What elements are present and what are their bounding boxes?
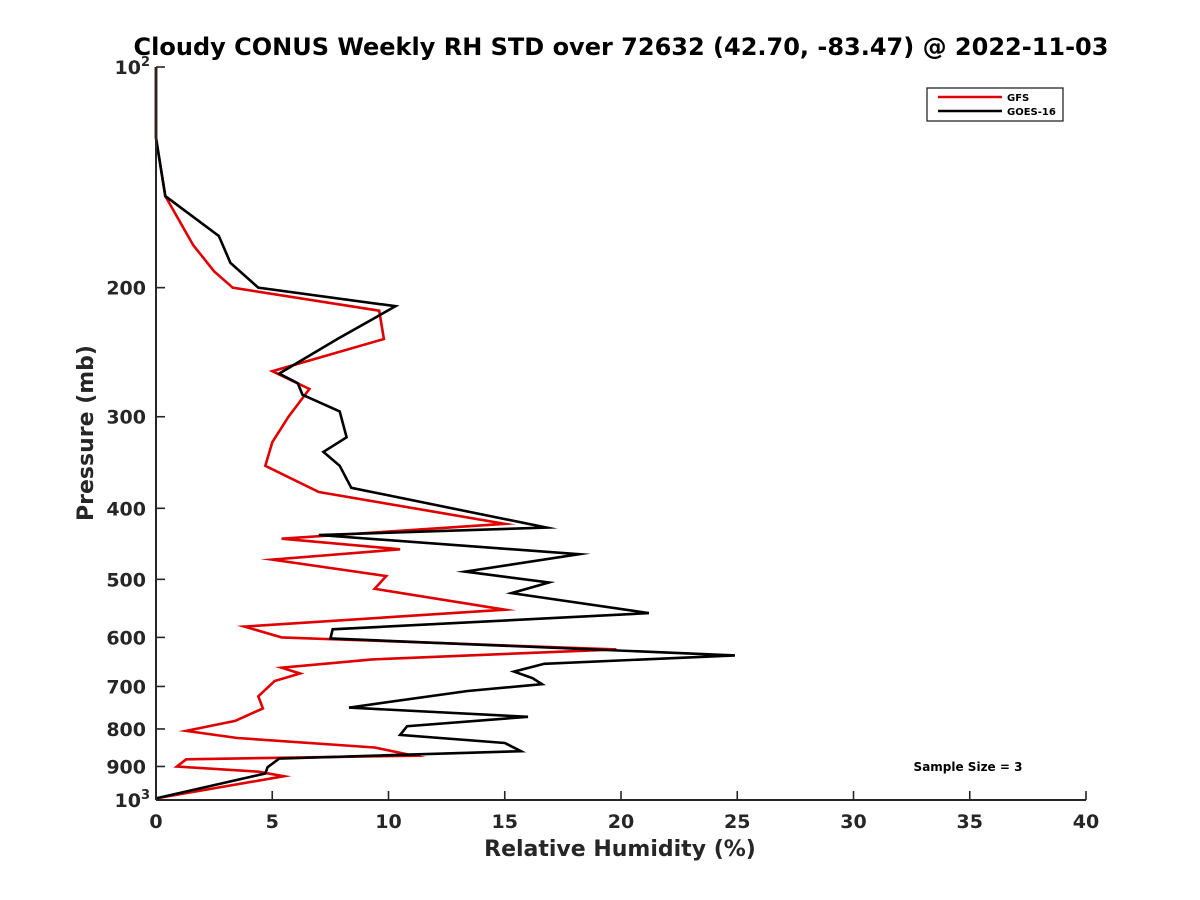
x-axis-label: Relative Humidity (%): [484, 837, 756, 862]
y-tick-label: 700: [106, 676, 146, 698]
x-tick-label: 25: [724, 811, 750, 833]
x-tick-label: 10: [375, 811, 401, 833]
plot-area: 0 5 10 15 20 25 30 35 40 102 200 300 400 500 600 700 80…: [106, 55, 1099, 833]
series-layer: [154, 67, 735, 800]
chart-legend: GFS GOES-16: [926, 87, 1064, 122]
y-tick-label: 102: [115, 55, 151, 79]
x-tick-label: 15: [492, 811, 518, 833]
x-tick-label: 40: [1073, 811, 1099, 833]
y-tick-label: 500: [106, 569, 146, 591]
series-line-gfs: [154, 67, 617, 800]
sample-size-annotation: Sample Size = 3: [914, 760, 1023, 774]
y-axis-label: Pressure (mb): [74, 345, 99, 521]
x-tick-label: 20: [608, 811, 634, 833]
x-tick-label: 30: [840, 811, 866, 833]
y-tick-label: 800: [106, 719, 146, 741]
chart-title: Cloudy CONUS Weekly RH STD over 72632 (4…: [134, 33, 1109, 61]
x-tick-label: 5: [266, 811, 279, 833]
legend-label: GOES-16: [1007, 107, 1056, 118]
series-line-goes-16: [154, 67, 735, 800]
x-axis-ticks: 0 5 10 15 20 25 30 35 40: [149, 791, 1099, 833]
x-tick-label: 35: [957, 811, 983, 833]
legend-entries: GFS GOES-16: [938, 93, 1056, 118]
y-tick-label: 103: [115, 788, 151, 812]
x-tick-label: 0: [149, 811, 162, 833]
y-axis-ticks: 102 200 300 400 500 600 700 800 900 103: [106, 55, 165, 812]
y-tick-label: 900: [106, 756, 146, 778]
y-tick-label: 600: [106, 627, 146, 649]
y-tick-label: 400: [106, 498, 146, 520]
y-tick-label: 200: [106, 278, 146, 300]
legend-label: GFS: [1007, 93, 1029, 104]
y-tick-label: 300: [106, 407, 146, 429]
legend-box: [926, 87, 1064, 122]
